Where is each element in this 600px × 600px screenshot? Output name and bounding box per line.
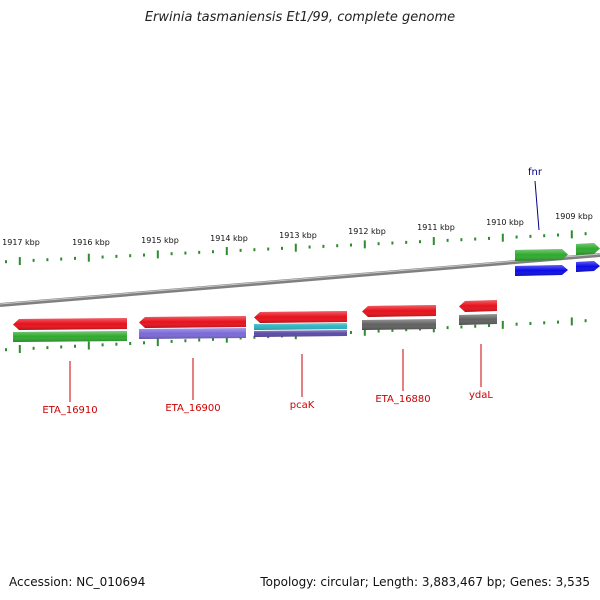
gene-arrow-shading [362, 305, 436, 317]
gene-feature[interactable] [139, 316, 246, 339]
gene-arrow-shading [254, 311, 347, 323]
gene-feature[interactable] [459, 300, 497, 325]
gene-arrow-shading [576, 243, 600, 255]
gene-arrow-shading [515, 265, 568, 276]
scale-label: 1910 kbp [486, 218, 524, 227]
tick-marks-inner [5, 317, 587, 354]
scale-label: 1917 kbp [2, 238, 40, 247]
gene-labels: ETA_16910 ETA_16900 pcaK ETA_16880 ydaL fnr [42, 167, 543, 416]
gene-arrow-shading [139, 328, 246, 339]
genome-backbone-highlight [0, 253, 600, 305]
topology-info: Topology: circular; Length: 3,883,467 bp… [260, 575, 590, 589]
gene-feature[interactable] [576, 243, 600, 272]
gene-arrow-shading [254, 330, 347, 337]
gene-label[interactable]: fnr [528, 167, 543, 178]
map-title: Erwinia tasmaniensis Et1/99, complete ge… [144, 10, 456, 25]
gene-arrow-shading [459, 314, 497, 325]
gene-arrow-shading [362, 319, 436, 330]
gene-arrow-shading [13, 331, 127, 342]
gene-label[interactable]: ETA_16880 [375, 394, 430, 405]
scale-label: 1913 kbp [279, 231, 317, 240]
genome-backbone [0, 253, 600, 307]
label-leader-line [534, 180, 540, 231]
gene-arrow-shading [459, 300, 497, 312]
gene-feature[interactable] [254, 311, 347, 337]
gene-arrow-shading [254, 323, 347, 330]
accession-info: Accession: NC_010694 [9, 575, 146, 589]
tick-marks-outer [5, 230, 587, 266]
scale-labels: 1917 kbp 1916 kbp 1915 kbp 1914 kbp 1913 kbp… [2, 212, 593, 247]
gene-arrow-shading [576, 261, 600, 272]
scale-label: 1911 kbp [417, 223, 455, 232]
gene-label[interactable]: ETA_16910 [42, 405, 97, 416]
scale-label: 1914 kbp [210, 234, 248, 243]
gene-label[interactable]: ydaL [469, 390, 493, 401]
scale-label: 1912 kbp [348, 227, 386, 236]
gene-feature[interactable] [515, 249, 568, 276]
gene-arrow-shading [139, 316, 246, 328]
gene-features [13, 243, 600, 342]
scale-label: 1909 kbp [555, 212, 593, 221]
gene-label[interactable]: ETA_16900 [165, 403, 220, 414]
scale-label: 1916 kbp [72, 238, 110, 247]
gene-arrow-shading [515, 249, 568, 261]
gene-feature[interactable] [362, 305, 436, 330]
scale-label: 1915 kbp [141, 236, 179, 245]
gene-label[interactable]: pcaK [290, 400, 315, 411]
gene-arrow-shading [13, 318, 127, 330]
gene-feature[interactable] [13, 318, 127, 342]
